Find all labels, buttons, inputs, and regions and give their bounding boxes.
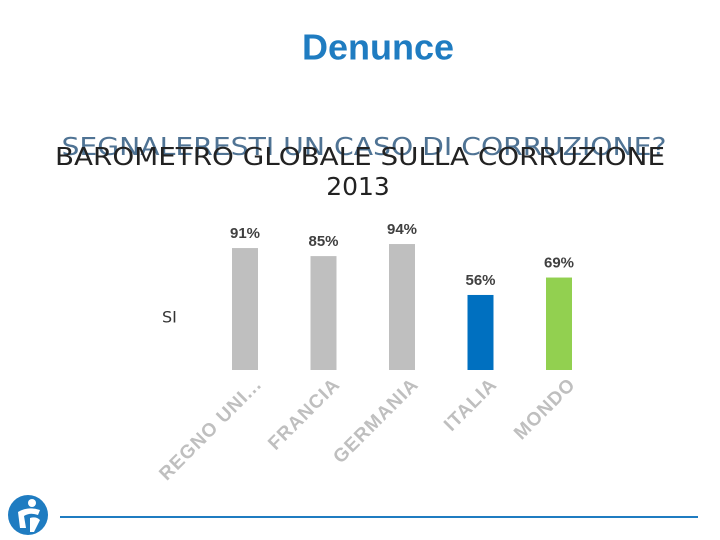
x-tick-label: MONDO xyxy=(510,374,580,444)
bar xyxy=(232,248,258,370)
value-label: 56% xyxy=(465,272,495,289)
bar xyxy=(310,256,337,370)
x-tick-label: FRANCIA xyxy=(264,374,344,454)
value-label: 69% xyxy=(544,255,574,272)
chart-title: BAROMETRO GLOBALE SULLA CORRUZIONE xyxy=(55,142,665,171)
series-label: SI xyxy=(162,308,177,327)
value-label: 91% xyxy=(230,225,260,242)
slide-title: Denunce xyxy=(302,27,454,68)
value-label: 94% xyxy=(387,221,417,238)
bar xyxy=(546,277,572,370)
x-tick-label: ITALIA xyxy=(440,374,501,435)
x-tick-label: REGNO UNI... xyxy=(155,374,266,485)
value-label: 85% xyxy=(308,233,338,250)
bar xyxy=(389,244,415,370)
bar xyxy=(467,294,494,370)
logo xyxy=(8,495,48,535)
question: SEGNALERESTI UN CASO DI CORRUZIONE? xyxy=(62,132,667,161)
chart-title: 2013 xyxy=(326,172,390,201)
